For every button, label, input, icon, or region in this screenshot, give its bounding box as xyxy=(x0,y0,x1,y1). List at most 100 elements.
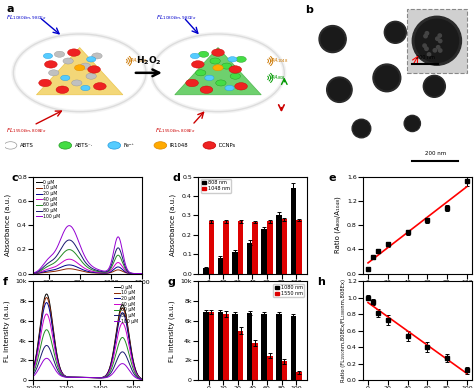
Bar xyxy=(238,331,243,380)
40 μM xyxy=(30,369,36,373)
Bar xyxy=(247,313,252,380)
Circle shape xyxy=(433,48,437,52)
0 μM xyxy=(139,376,145,381)
Line: 10 μM: 10 μM xyxy=(33,269,142,274)
100 μM xyxy=(89,264,95,268)
80 μM xyxy=(137,376,142,381)
Polygon shape xyxy=(36,47,123,95)
Bar xyxy=(282,362,287,380)
Circle shape xyxy=(412,16,462,65)
10 μM xyxy=(89,375,95,380)
Circle shape xyxy=(319,26,346,53)
Bar xyxy=(203,312,209,380)
10 μM xyxy=(30,271,36,276)
Y-axis label: FL intensity (a.u.): FL intensity (a.u.) xyxy=(3,300,10,362)
20 μM xyxy=(137,375,142,380)
Circle shape xyxy=(216,80,226,86)
100 μM xyxy=(95,376,101,380)
Line: 100 μM: 100 μM xyxy=(33,226,142,274)
Line: 20 μM: 20 μM xyxy=(33,303,142,379)
100 μM xyxy=(95,267,101,272)
Circle shape xyxy=(61,75,70,81)
Line: 10 μM: 10 μM xyxy=(33,298,142,379)
60 μM xyxy=(30,371,36,375)
Circle shape xyxy=(328,79,350,100)
Y-axis label: Absorbance (a.u.): Absorbance (a.u.) xyxy=(5,194,11,256)
80 μM xyxy=(83,260,89,265)
Circle shape xyxy=(68,49,80,56)
60 μM xyxy=(82,375,88,380)
Circle shape xyxy=(428,53,431,56)
Bar xyxy=(223,314,229,380)
Bar xyxy=(267,221,273,274)
10 μM xyxy=(137,375,142,379)
Text: $FL_{1550Em,808Ex}$: $FL_{1550Em,808Ex}$ xyxy=(155,127,195,135)
Text: f: f xyxy=(3,277,8,288)
80 μM xyxy=(83,375,89,380)
Circle shape xyxy=(425,77,444,96)
20 μM xyxy=(137,271,142,276)
Circle shape xyxy=(423,75,446,97)
10 μM xyxy=(82,375,88,380)
X-axis label: Concentration (μM): Concentration (μM) xyxy=(383,290,451,297)
40 μM xyxy=(137,375,142,380)
80 μM xyxy=(82,375,88,380)
Text: g: g xyxy=(168,277,176,288)
Legend: 1080 nm, 1550 nm: 1080 nm, 1550 nm xyxy=(273,284,304,297)
60 μM xyxy=(137,271,142,276)
Circle shape xyxy=(438,39,442,43)
FancyBboxPatch shape xyxy=(407,9,466,73)
20 μM xyxy=(95,376,101,380)
100 μM xyxy=(137,271,142,276)
40 μM xyxy=(30,271,36,276)
Bar xyxy=(209,221,214,274)
Y-axis label: FL intensity (a.u.): FL intensity (a.u.) xyxy=(168,300,175,362)
0 μM xyxy=(95,376,101,380)
Text: ABTS: ABTS xyxy=(20,143,34,148)
40 μM xyxy=(82,266,88,271)
60 μM xyxy=(89,267,95,272)
100 μM xyxy=(30,374,36,379)
0 μM xyxy=(89,271,95,276)
20 μM xyxy=(30,271,36,276)
60 μM xyxy=(82,263,88,267)
Circle shape xyxy=(205,75,214,81)
0 μM xyxy=(82,271,88,276)
Circle shape xyxy=(191,61,204,68)
80 μM xyxy=(66,238,72,242)
Circle shape xyxy=(225,85,234,91)
Legend: 0 μM, 10 μM, 20 μM, 40 μM, 60 μM, 80 μM, 100 μM: 0 μM, 10 μM, 20 μM, 40 μM, 60 μM, 80 μM,… xyxy=(114,284,139,324)
Circle shape xyxy=(200,86,213,94)
Text: $PA_{1048}$: $PA_{1048}$ xyxy=(270,57,289,66)
Circle shape xyxy=(424,35,427,38)
10 μM xyxy=(30,367,36,371)
Text: ABTS⁻·: ABTS⁻· xyxy=(74,143,93,148)
Line: 20 μM: 20 μM xyxy=(33,265,142,274)
40 μM xyxy=(89,269,95,274)
Circle shape xyxy=(438,49,442,52)
60 μM xyxy=(139,271,145,276)
20 μM xyxy=(82,375,88,380)
Circle shape xyxy=(86,73,96,79)
Circle shape xyxy=(386,23,405,42)
Circle shape xyxy=(154,142,167,149)
100 μM xyxy=(119,248,125,253)
Circle shape xyxy=(221,63,232,69)
0 μM xyxy=(82,375,88,380)
0 μM xyxy=(119,303,125,307)
100 μM xyxy=(119,361,125,366)
10 μM xyxy=(95,271,101,275)
Circle shape xyxy=(87,57,96,62)
Text: $FL_{1080Em,980Ex}$: $FL_{1080Em,980Ex}$ xyxy=(6,14,47,22)
Text: DCNPs: DCNPs xyxy=(219,143,236,148)
Circle shape xyxy=(229,66,242,73)
0 μM xyxy=(139,271,145,276)
40 μM xyxy=(139,377,145,381)
100 μM xyxy=(139,271,145,276)
60 μM xyxy=(83,375,89,380)
Circle shape xyxy=(203,142,216,149)
40 μM xyxy=(137,271,142,276)
40 μM xyxy=(139,271,145,276)
Text: d: d xyxy=(172,173,180,183)
X-axis label: Concentration (μM): Concentration (μM) xyxy=(219,290,286,297)
